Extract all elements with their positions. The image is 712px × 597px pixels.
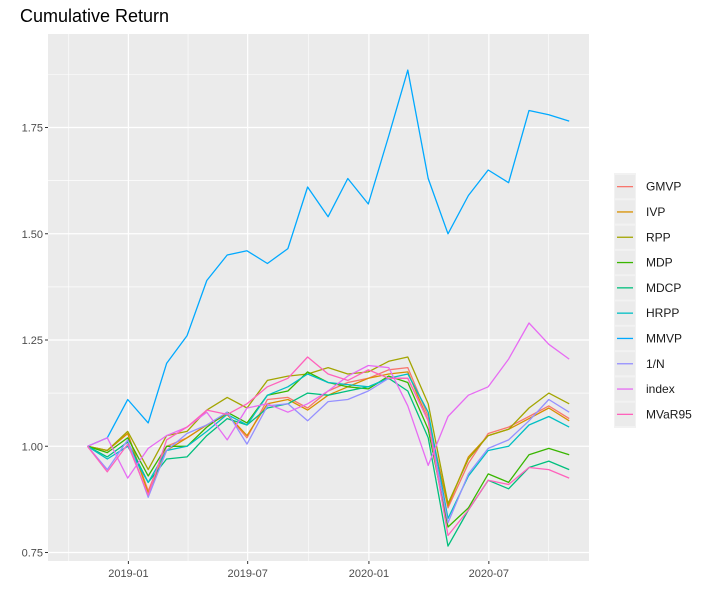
- x-tick-label: 2019-01: [108, 568, 148, 580]
- series-line-1-n: [87, 377, 570, 524]
- legend-label: MDCP: [646, 281, 681, 295]
- series-lines: [86, 69, 570, 547]
- y-tick-label: 1.75: [22, 123, 43, 135]
- x-tick-label: 2019-07: [227, 568, 267, 580]
- legend-label: RPP: [646, 230, 671, 244]
- x-tick-label: 2020-07: [469, 568, 509, 580]
- y-tick-label: 1.25: [22, 335, 43, 347]
- y-tick-label: 1.00: [22, 441, 43, 453]
- series-line-mmvp: [87, 69, 570, 447]
- chart-title: Cumulative Return: [20, 6, 169, 26]
- series-line-mvar95: [86, 356, 570, 537]
- legend-label: HRPP: [646, 306, 679, 320]
- x-axis: 2019-01 2019-07 2020-01 2020-07: [108, 561, 509, 580]
- y-tick-label: 1.50: [22, 229, 43, 241]
- legend-label: MVaR95: [646, 407, 692, 421]
- legend-label: index: [646, 382, 675, 396]
- x-tick-label: 2020-01: [349, 568, 389, 580]
- legend-label: 1/N: [646, 357, 665, 371]
- legend-label: GMVP: [646, 180, 681, 194]
- plot-panel: [48, 34, 589, 561]
- y-axis: 0.75 1.00 1.25 1.50 1.75: [22, 123, 48, 560]
- major-gridlines: [48, 34, 589, 561]
- series-line-index: [87, 322, 570, 479]
- y-tick-label: 0.75: [22, 548, 43, 560]
- minor-gridlines: [48, 34, 589, 561]
- legend-label: MMVP: [646, 331, 682, 345]
- legend-label: IVP: [646, 205, 665, 219]
- legend-label: MDP: [646, 256, 673, 270]
- legend: GMVP IVP RPP MDP MDCP HRPP MMVP 1/N index MVaR95: [614, 173, 692, 428]
